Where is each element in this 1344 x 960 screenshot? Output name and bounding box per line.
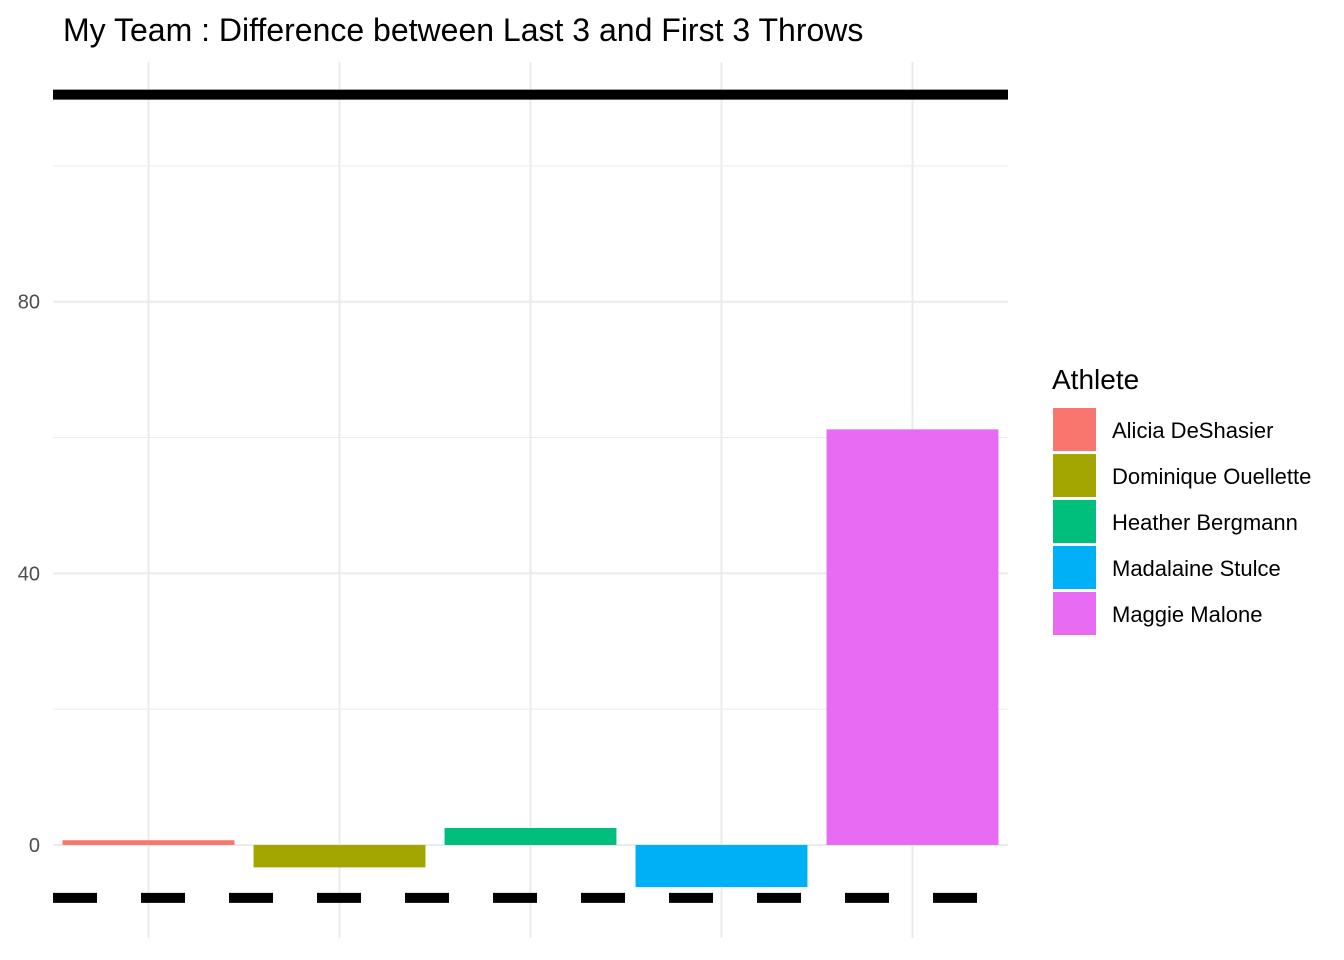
bars-group <box>62 429 999 888</box>
legend-label: Dominique Ouellette <box>1112 464 1311 489</box>
legend-label: Maggie Malone <box>1112 602 1262 627</box>
bar <box>826 429 999 845</box>
legend-key <box>1053 546 1096 589</box>
bar <box>62 840 235 845</box>
legend-key <box>1053 500 1096 543</box>
y-tick-label: 40 <box>18 563 40 585</box>
plot-grid <box>53 62 1008 938</box>
bar <box>635 844 808 888</box>
legend: Athlete Alicia DeShasier Dominique Ouelle… <box>1052 364 1311 635</box>
chart-title: My Team : Difference between Last 3 and … <box>63 12 863 48</box>
legend-key <box>1053 454 1096 497</box>
legend-label: Alicia DeShasier <box>1112 418 1273 443</box>
reference-lines <box>53 89 1008 903</box>
y-axis: 0 40 80 <box>18 292 40 857</box>
legend-key <box>1053 408 1096 451</box>
legend-label: Heather Bergmann <box>1112 510 1298 535</box>
bar <box>253 844 426 868</box>
legend-label: Madalaine Stulce <box>1112 556 1281 581</box>
y-tick-label: 80 <box>18 292 40 314</box>
legend-key <box>1053 592 1096 635</box>
bar <box>444 827 617 845</box>
y-tick-label: 0 <box>29 835 40 857</box>
legend-title: Athlete <box>1052 364 1139 395</box>
